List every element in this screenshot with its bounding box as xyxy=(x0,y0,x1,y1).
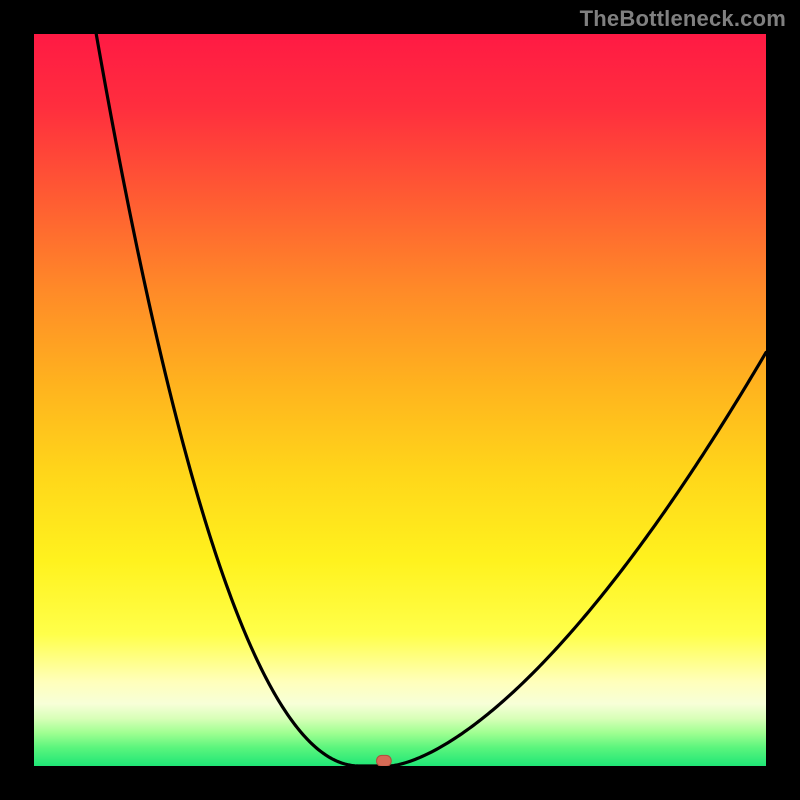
gradient-background xyxy=(34,34,766,766)
chart-container: TheBottleneck.com xyxy=(0,0,800,800)
optimal-point-marker xyxy=(377,755,392,766)
watermark-text: TheBottleneck.com xyxy=(580,6,786,32)
chart-svg xyxy=(34,34,766,766)
plot-area xyxy=(34,34,766,766)
